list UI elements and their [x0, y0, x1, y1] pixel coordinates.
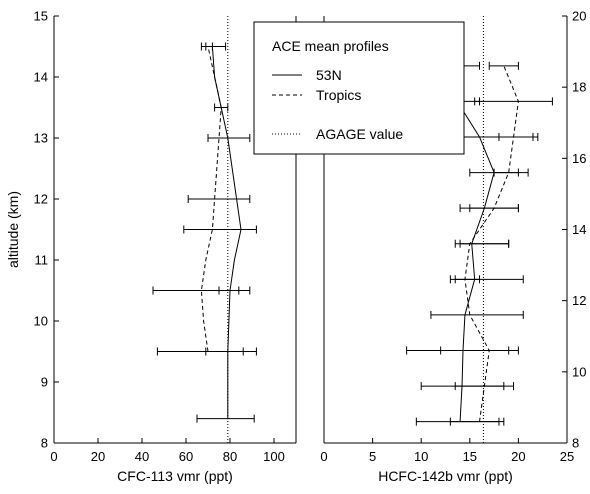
cfc113-ytick-label: 11 — [35, 253, 49, 268]
hcfc142b-ytick-label: 18 — [572, 80, 586, 95]
panel-cfc113: 0 20 40 60 80 100 8 9 10 11 12 13 14 15 CFC-113 vmr (p… — [5, 9, 297, 484]
hcfc142b-xtick-label: 25 — [560, 449, 574, 464]
hcfc142b-xtick-label: 15 — [463, 449, 477, 464]
cfc113-xtick-label: 80 — [223, 449, 237, 464]
legend-label-tropics: Tropics — [316, 87, 361, 103]
cfc113-series-tropics — [200, 46, 222, 352]
cfc113-ytick-label: 15 — [34, 9, 48, 24]
cfc113-ytick-label: 10 — [34, 314, 48, 329]
cfc113-xtick-label: 40 — [135, 449, 149, 464]
cfc113-ytick-label: 13 — [34, 131, 48, 146]
hcfc142b-xtick-label: 0 — [320, 449, 327, 464]
legend-box — [253, 21, 465, 155]
cfc113-ytick-label: 9 — [41, 375, 48, 390]
cfc113-xlabel: CFC-113 vmr (ppt) — [117, 468, 233, 484]
hcfc142b-ytick-label: 16 — [572, 151, 586, 166]
hcfc142b-xtick-label: 20 — [511, 449, 525, 464]
cfc113-xtick-label: 20 — [91, 449, 105, 464]
hcfc142b-ytick-label: 10 — [572, 364, 586, 379]
cfc113-ytick-label: 8 — [41, 436, 48, 451]
hcfc142b-ytick-label: 12 — [572, 293, 586, 308]
cfc113-ytick-label: 14 — [34, 70, 48, 85]
cfc113-xtick-label: 100 — [263, 449, 285, 464]
hcfc142b-xtick-label: 5 — [369, 449, 376, 464]
hcfc142b-ytick-label: 8 — [572, 436, 579, 451]
cfc113-ylabel: altitude (km) — [5, 191, 21, 268]
cfc113-xtick-label: 60 — [179, 449, 193, 464]
legend-label-53n: 53N — [316, 67, 342, 83]
hcfc142b-ytick-label: 14 — [572, 222, 586, 237]
hcfc142b-xlabel: HCFC-142b vmr (ppt) — [378, 468, 513, 484]
legend: ACE mean profiles 53N Tropics AGAGE valu… — [253, 21, 465, 155]
cfc113-xtick-label: 0 — [50, 449, 57, 464]
legend-title: ACE mean profiles — [272, 38, 389, 54]
hcfc142b-ytick-label: 20 — [572, 9, 586, 24]
legend-label-agage: AGAGE value — [316, 126, 403, 142]
cfc113-ytick-label: 12 — [34, 192, 48, 207]
cfc113-series-53n — [211, 46, 242, 419]
hcfc142b-xtick-label: 10 — [414, 449, 428, 464]
